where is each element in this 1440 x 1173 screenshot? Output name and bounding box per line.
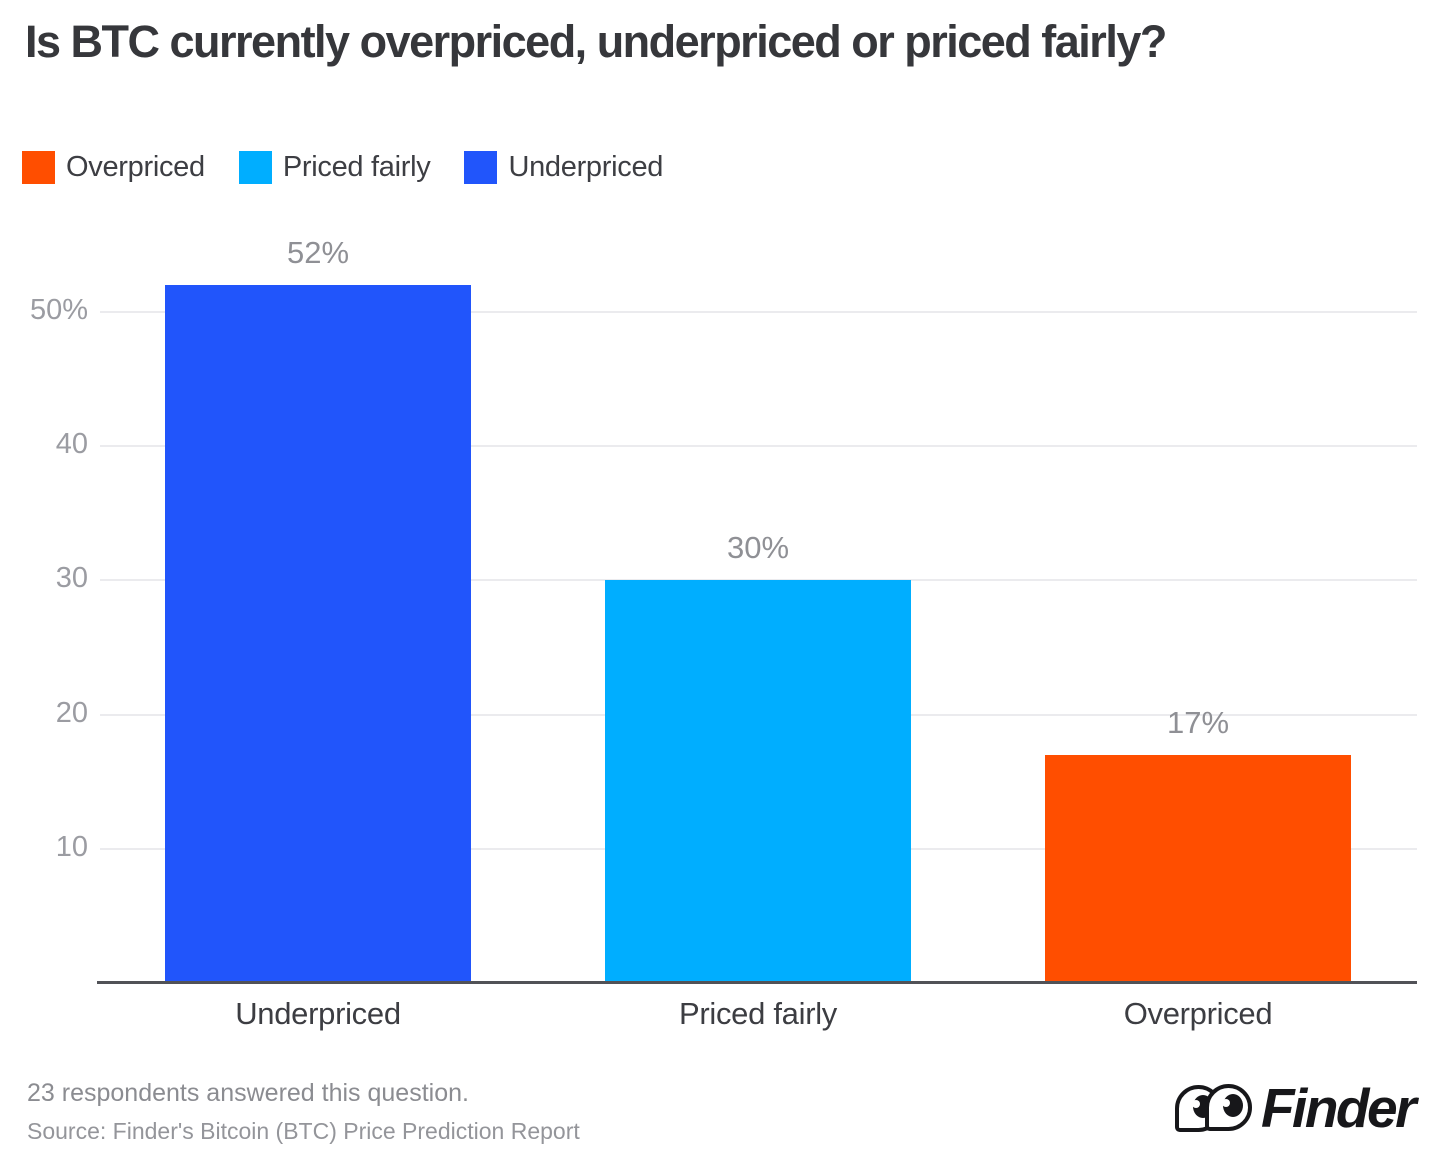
y-tick-label-50: 50% <box>29 294 88 326</box>
y-tick-label-40: 40 <box>55 428 88 461</box>
gridline-40 <box>100 445 1417 448</box>
legend: Overpriced Priced fairly Underpriced <box>22 151 663 184</box>
finder-logo-text: Finder <box>1260 1077 1417 1139</box>
legend-swatch-priced-fairly <box>238 151 272 184</box>
respondents-note: 23 respondents answered this question. <box>27 1079 469 1107</box>
legend-item-overpriced: Overpriced <box>22 151 205 184</box>
x-axis-label-overpriced: Overpriced <box>1123 996 1273 1031</box>
legend-swatch-underpriced <box>464 151 498 184</box>
finder-logo: Finder <box>1174 1076 1417 1140</box>
y-tick-label-10: 10 <box>55 830 88 863</box>
y-tick-label-30: 30 <box>55 562 88 595</box>
legend-label: Priced fairly <box>282 151 431 183</box>
legend-swatch-overpriced <box>22 151 55 184</box>
legend-item-priced-fairly: Priced fairly <box>238 151 431 184</box>
bar-value-label-priced-fairly: 30% <box>726 530 790 566</box>
finder-logo-eyes-icon <box>1174 1082 1253 1134</box>
bar-value-label-underpriced: 52% <box>286 235 350 271</box>
x-axis-label-priced-fairly: Priced fairly <box>678 996 838 1031</box>
source-note: Source: Finder's Bitcoin (BTC) Price Pre… <box>27 1118 580 1144</box>
y-tick-label-20: 20 <box>55 696 88 729</box>
bar-priced-fairly <box>605 580 911 983</box>
bar-overpriced <box>1045 754 1351 983</box>
legend-label: Underpriced <box>508 151 664 183</box>
chart-title: Is BTC currently overpriced, underpriced… <box>25 16 1167 67</box>
bar-underpriced <box>165 285 471 983</box>
legend-item-underpriced: Underpriced <box>464 151 663 184</box>
x-axis-line <box>97 981 1417 984</box>
x-axis-label-underpriced: Underpriced <box>235 996 401 1031</box>
gridline-50 <box>100 311 1417 313</box>
bar-value-label-overpriced: 17% <box>1166 704 1230 740</box>
eye-icon <box>1204 1084 1252 1131</box>
legend-label: Overpriced <box>66 151 205 183</box>
